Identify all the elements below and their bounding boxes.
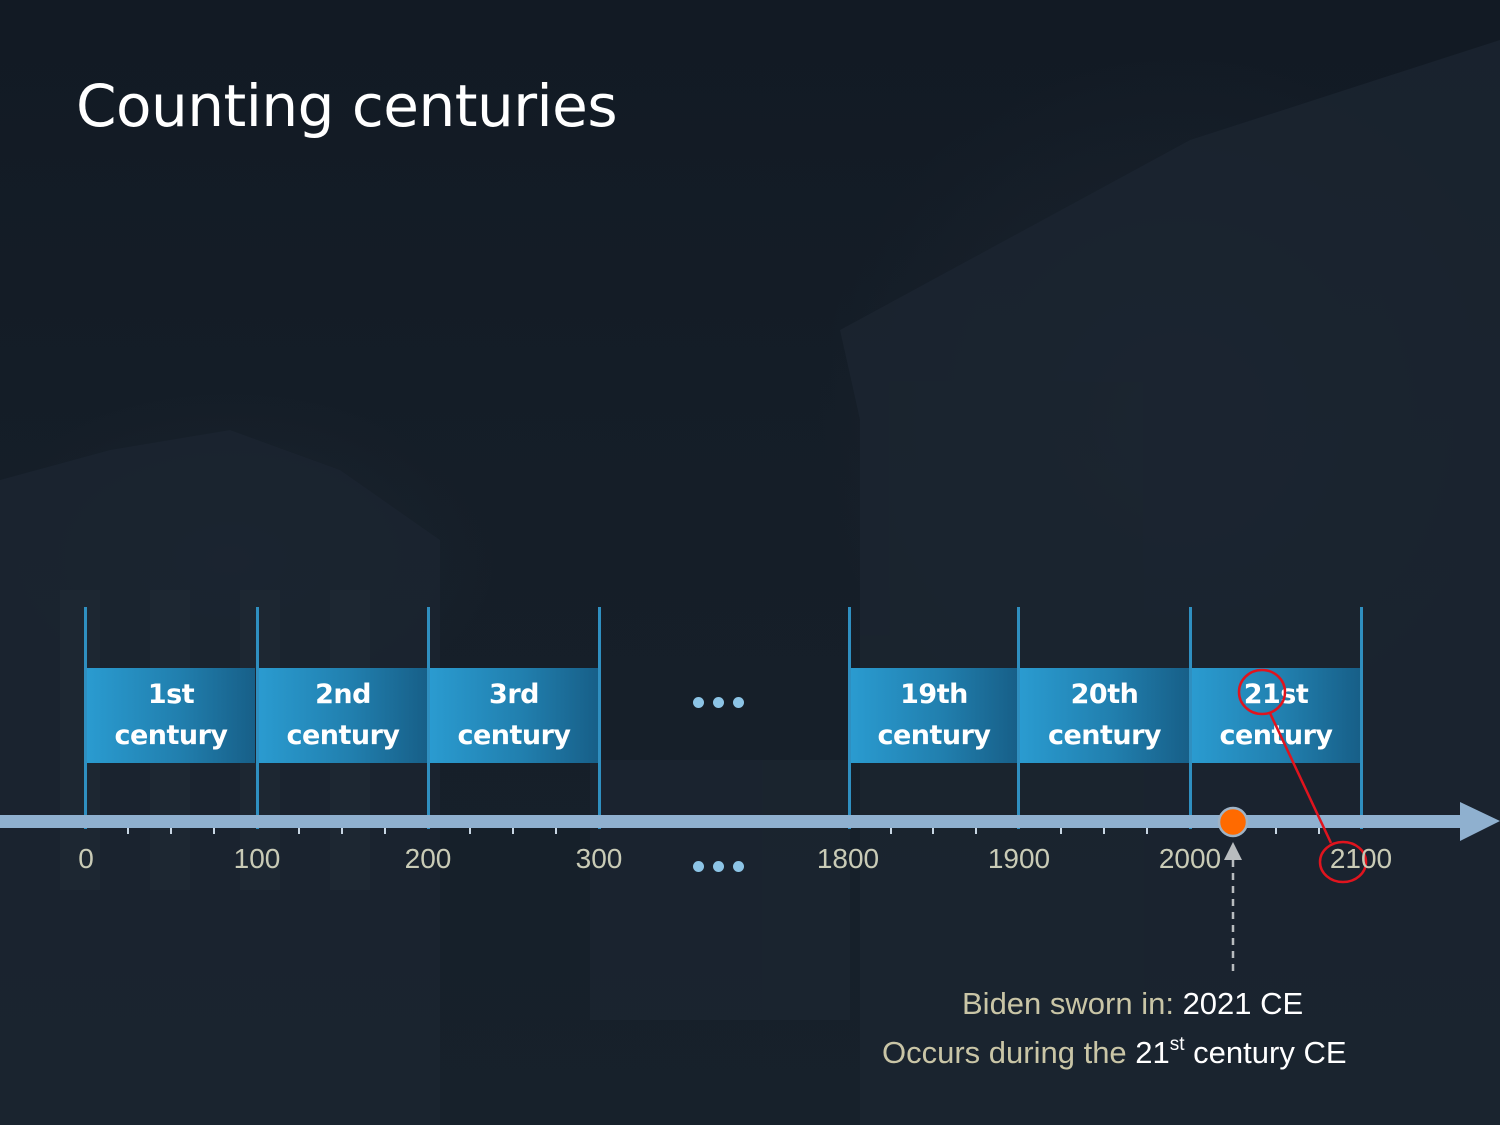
tick-label-0: 0 <box>78 843 94 874</box>
ellipsis-dots-boxes <box>693 697 763 709</box>
boundary-line-1900 <box>1017 607 1020 829</box>
century-box-21st: 21st century <box>1192 668 1360 763</box>
tick-label-2000: 2000 <box>1158 843 1222 874</box>
boundary-line-200 <box>427 607 430 829</box>
century-box-20th: 20th century <box>1020 668 1189 763</box>
century-word: century <box>114 720 228 751</box>
boundary-line-300 <box>598 607 601 829</box>
ellipsis-dots-axis <box>693 861 763 873</box>
century-word: century <box>1047 720 1162 751</box>
century-ordinal: 21st <box>1243 679 1309 710</box>
tick-label-300: 300 <box>575 843 623 874</box>
century-ordinal: 3rd <box>489 679 539 710</box>
timeline-axis <box>0 815 1465 828</box>
boundary-line-0 <box>84 607 87 829</box>
tick-label-2100: 2100 <box>1329 843 1393 874</box>
tick-label-1800: 1800 <box>816 843 880 874</box>
annotation-connector-line <box>1268 712 1333 844</box>
century-ordinal: 20th <box>1070 679 1139 710</box>
minor-ticks <box>127 828 1320 834</box>
note-century-suffix: st <box>1169 1033 1185 1055</box>
event-note-line-2: Occurs during the 21st century CE <box>882 1033 1347 1071</box>
boundary-line-2100 <box>1360 607 1363 829</box>
note-century-number: 21 <box>1135 1035 1170 1070</box>
boundary-line-1800 <box>848 607 851 829</box>
century-box-1st: 1st century <box>87 668 255 763</box>
century-ordinal: 2nd <box>315 679 371 710</box>
note-tail: century CE <box>1184 1035 1347 1070</box>
annotation-circle-21 <box>1237 668 1287 716</box>
event-note-line-1: Biden sworn in: 2021 CE <box>962 986 1303 1022</box>
event-label: Biden sworn in: <box>962 986 1183 1021</box>
century-word: century <box>877 720 991 751</box>
boundary-line-2000 <box>1189 607 1192 829</box>
axis-arrowhead <box>1460 802 1500 841</box>
century-word: century <box>457 720 571 751</box>
tick-label-200: 200 <box>404 843 452 874</box>
century-ordinal: 1st <box>147 679 195 710</box>
event-marker-2021 <box>1217 806 1249 838</box>
boundary-line-100 <box>256 607 259 829</box>
event-pointer-arrowhead <box>1224 842 1242 860</box>
note-prefix: Occurs during the <box>882 1035 1136 1070</box>
century-box-2nd: 2nd century <box>259 668 427 763</box>
annotation-circle-21-on-axis <box>1318 840 1368 884</box>
slide-title: Counting centuries <box>76 72 618 140</box>
century-box-3rd: 3rd century <box>430 668 598 763</box>
event-year: 2021 CE <box>1182 986 1304 1021</box>
century-word: century <box>286 720 400 751</box>
tick-label-100: 100 <box>233 843 281 874</box>
tick-label-1900: 1900 <box>987 843 1051 874</box>
century-box-19th: 19th century <box>851 668 1017 763</box>
century-ordinal: 19th <box>900 679 968 710</box>
